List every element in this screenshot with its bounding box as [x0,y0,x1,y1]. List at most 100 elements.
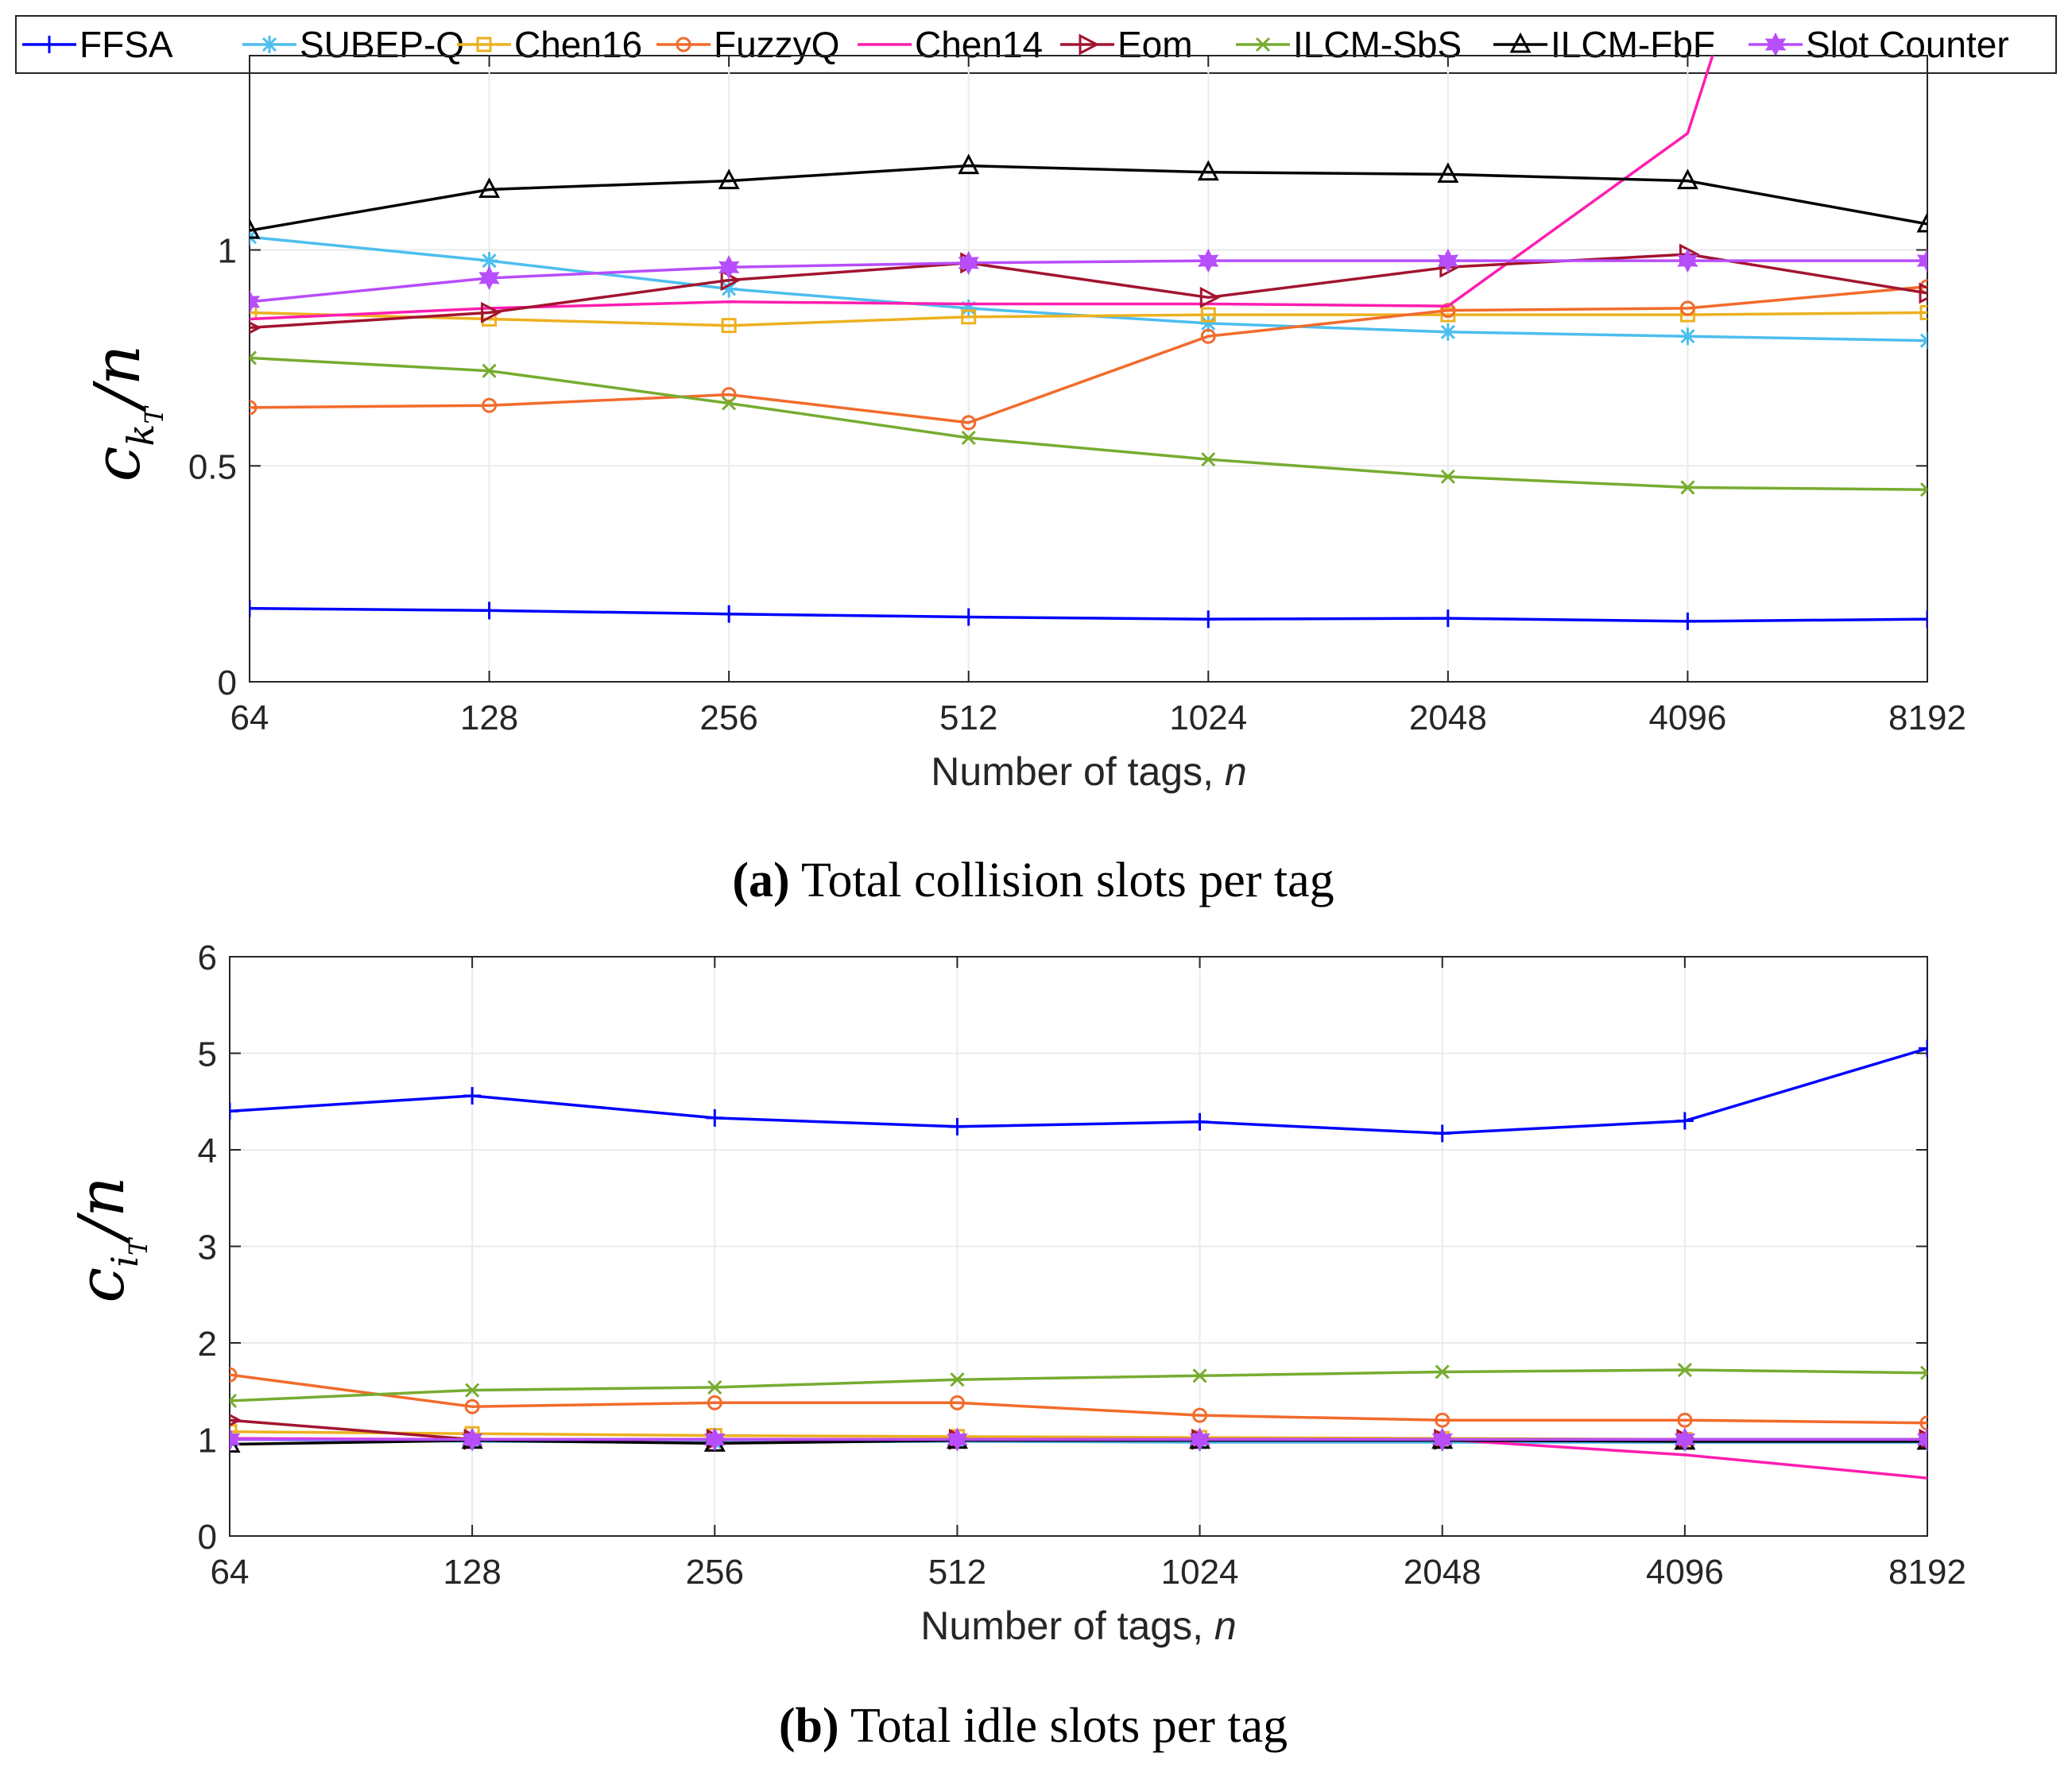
legend-entry-slot-counter: Slot Counter [1749,24,2009,65]
legend-label: Chen14 [915,24,1043,65]
data-point-slot-counter [704,1427,726,1452]
data-point-fuzzyq [230,1367,238,1383]
data-point-ffsa [1191,1112,1209,1131]
legend-entry-subep-q: SUBEP-Q [242,24,464,65]
series-fuzzyq-b [230,1367,1927,1431]
series-line-ffsa [250,606,1927,623]
data-point-ilcm-fbf [478,177,501,198]
data-point-eom [230,1414,242,1427]
x-tick-label: 2048 [1409,698,1487,737]
data-point-subep-q [480,252,498,270]
data-point-ffsa [1675,1112,1694,1130]
data-point-chen16 [961,309,977,325]
data-point-ilcm-sbs [1919,1365,1927,1380]
legend-marker [1255,37,1271,52]
y-axis-label-b: ciT/n [64,1176,153,1302]
data-point-ilcm-sbs [482,363,497,378]
chart-b: 64 128 256 512 1024 2048 4096 8192 0 1 2 3 4 5 6 ciT/n… [64,938,1966,1753]
legend-label: Chen16 [514,24,642,65]
data-point-fuzzyq [961,415,977,431]
data-point-slot-counter [1674,1427,1696,1452]
legend-entry-chen14: Chen14 [858,24,1043,65]
data-point-fuzzyq [1919,1415,1927,1431]
data-point-fuzzyq [1440,303,1456,319]
x-tick-label: 4096 [1648,698,1726,737]
data-point-slot-counter [1437,248,1459,273]
data-point-eom [1199,286,1221,308]
data-point-ffsa [706,1108,724,1127]
data-point-slot-counter [478,265,500,291]
data-point-ffsa [1919,610,1927,629]
chart-a: 64 128 256 512 1024 2048 4096 8192 0 0.5 1 ckT/n N… [80,55,1966,907]
y-tick-label: 5 [198,1035,217,1074]
data-point-slot-counter [1189,1427,1210,1452]
data-point-fuzzyq [1677,1412,1693,1428]
caption-a: (a) Total collision slots per tag [732,853,1334,907]
data-point-ilcm-sbs [707,1379,722,1395]
legend-entry-ffsa: FFSA [22,24,173,65]
data-point-ilcm-sbs [1435,1364,1450,1379]
x-tick-label: 8192 [1888,698,1966,737]
x-tick-label: 1024 [1169,698,1247,737]
data-point-chen16 [250,304,258,320]
data-point-ilcm-sbs [1192,1368,1207,1383]
series-ilcm-sbs-b [230,1362,1927,1408]
legend-box [15,15,2057,74]
y-tick-label: 3 [198,1228,217,1267]
x-tick-label: 8192 [1888,1553,1966,1592]
caption-b: (b) Total idle slots per tag [779,1699,1288,1753]
x-axis-label-a: Number of tags, n [931,749,1246,794]
data-point-fuzzyq [949,1395,965,1410]
legend-label: FFSA [79,24,173,65]
series-ilcm-fbf-a [250,153,1927,239]
legend-label: Eom [1117,24,1193,65]
data-point-ffsa [480,602,498,620]
y-tick-label: 0 [218,664,237,702]
data-point-ffsa [230,1102,238,1120]
data-point-chen16 [230,1424,238,1440]
series-slot-counter-b [230,1427,1927,1452]
data-point-ilcm-sbs [950,1372,965,1387]
legend-marker [261,36,278,53]
data-point-ffsa [463,1086,482,1105]
data-point-eom [250,321,262,335]
data-point-slot-counter [718,255,740,280]
x-tick-label: 2048 [1404,1553,1481,1592]
data-point-ilcm-fbf [718,168,740,190]
data-point-fuzzyq [464,1399,480,1414]
data-point-slot-counter [250,289,261,315]
data-point-fuzzyq [1192,1407,1208,1423]
data-point-chen16 [1440,307,1456,323]
data-point-ilcm-fbf [1916,211,1927,233]
x-tick-label: 64 [211,1553,250,1592]
series-chen14-b [230,1437,1927,1480]
x-tick-label: 256 [686,1553,744,1592]
y-tick-label: 1 [198,1422,217,1461]
legend-label: SUBEP-Q [300,24,464,65]
data-point-subep-q [1679,327,1697,346]
series-ilcm-sbs-a [250,350,1927,497]
data-point-slot-counter [947,1427,968,1452]
series-line-subep-q [250,235,1927,342]
series-ffsa-a [250,599,1927,630]
series-line-fuzzyq [230,1373,1927,1425]
series-line-fuzzyq [250,284,1927,424]
data-point-ffsa [1679,612,1697,630]
data-point-fuzzyq [1435,1412,1450,1428]
x-tick-label: 64 [230,698,269,737]
data-point-ffsa [1919,1039,1927,1058]
x-tick-label: 1024 [1161,1553,1239,1592]
y-tick-label: 4 [198,1132,217,1170]
data-point-ffsa [1439,609,1457,628]
data-point-ffsa [1433,1124,1451,1143]
data-point-fuzzyq [1200,328,1216,344]
data-point-slot-counter [1677,248,1698,273]
data-point-ilcm-sbs [465,1383,480,1398]
series-line-eom [250,253,1927,330]
data-point-ilcm-fbf [250,218,261,239]
data-point-fuzzyq [707,1395,722,1410]
x-tick-label: 128 [460,698,518,737]
legend: FFSA SUBEP-Q Chen16 FuzzyQ Chen14 Eom ILCM-SbS… [15,15,2057,74]
data-point-slot-counter [1198,248,1219,273]
